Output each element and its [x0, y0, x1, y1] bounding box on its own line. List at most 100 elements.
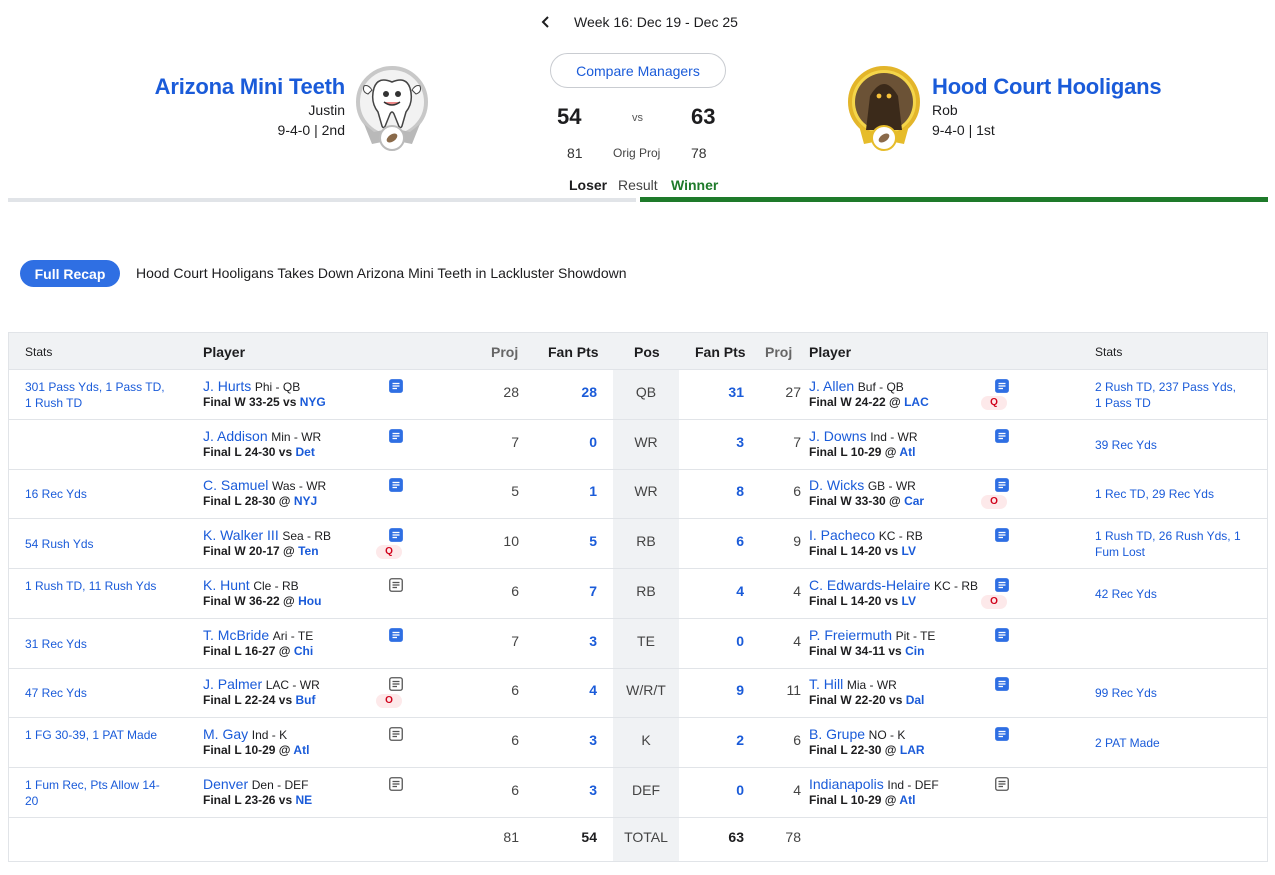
left-opponent[interactable]: Buf [295, 693, 316, 708]
right-player-name[interactable]: T. Hill [809, 676, 844, 693]
left-fan-pts[interactable]: 7 [589, 582, 597, 599]
right-player-name[interactable]: I. Pacheco [809, 527, 876, 544]
note-blue-icon[interactable] [995, 627, 1009, 642]
left-proj: 7 [511, 632, 519, 649]
right-stats[interactable]: 2 Rush TD, 237 Pass Yds, 1 Pass TD [1095, 380, 1236, 410]
note-blue-icon[interactable] [995, 677, 1009, 692]
left-fan-pts[interactable]: 3 [589, 731, 597, 748]
right-stats[interactable]: 39 Rec Yds [1095, 437, 1157, 452]
right-fan-pts[interactable]: 6 [736, 533, 744, 550]
header-pos: Pos [634, 344, 660, 360]
right-fan-pts[interactable]: 4 [736, 582, 744, 599]
right-stats[interactable]: 99 Rec Yds [1095, 686, 1157, 701]
right-opponent[interactable]: LAC [904, 395, 929, 409]
right-player-name[interactable]: C. Edwards-Helaire [809, 576, 931, 593]
left-stats[interactable]: 54 Rush Yds [25, 537, 94, 552]
left-opponent[interactable]: Ten [298, 544, 319, 559]
note-grey-icon[interactable] [389, 677, 403, 692]
right-opponent[interactable]: LAR [899, 742, 925, 757]
right-player-name[interactable]: D. Wicks [809, 477, 865, 494]
right-fan-pts[interactable]: 9 [736, 682, 744, 699]
note-blue-icon[interactable] [389, 478, 403, 493]
left-team-name[interactable]: Arizona Mini Teeth [154, 74, 346, 99]
note-grey-icon[interactable] [389, 776, 403, 791]
left-stats[interactable]: 1 Fum Rec, Pts Allow 14-20 [25, 777, 160, 808]
right-player-name[interactable]: Indianapolis [809, 775, 884, 792]
note-blue-icon[interactable] [389, 428, 403, 443]
left-opponent[interactable]: Hou [298, 593, 322, 608]
right-stats[interactable]: 1 Rec TD, 29 Rec Yds [1095, 487, 1214, 502]
right-player-name[interactable]: J. Downs [809, 427, 867, 444]
right-opponent[interactable]: Car [904, 494, 925, 509]
left-player-name[interactable]: K. Hunt [203, 576, 250, 593]
left-stats[interactable]: 16 Rec Yds [25, 487, 87, 502]
note-blue-icon[interactable] [389, 528, 403, 542]
left-player: K. Hunt Cle - RB Final W 36-22 @ Hou [203, 577, 321, 608]
left-opponent[interactable]: NYJ [293, 494, 318, 509]
left-player-name[interactable]: M. Gay [203, 725, 249, 742]
left-fan-pts[interactable]: 5 [589, 533, 597, 550]
right-fan-pts[interactable]: 2 [736, 731, 744, 748]
left-stats[interactable]: 47 Rec Yds [25, 686, 87, 701]
left-opponent[interactable]: NE [295, 792, 313, 807]
left-player-name[interactable]: K. Walker III [203, 527, 279, 544]
right-stats[interactable]: 1 Rush TD, 26 Rush Yds, 1 Fum Lost [1095, 529, 1241, 560]
left-opponent[interactable]: Chi [293, 643, 314, 658]
note-grey-icon[interactable] [995, 776, 1009, 791]
right-player-name[interactable]: J. Allen [809, 378, 855, 394]
left-player-name[interactable]: J. Addison [203, 427, 268, 444]
left-fan-pts[interactable]: 0 [589, 433, 597, 450]
left-player-name[interactable]: C. Samuel [203, 477, 269, 494]
compare-managers-button[interactable]: Compare Managers [550, 53, 726, 88]
right-player-name[interactable]: P. Freiermuth [809, 626, 892, 643]
left-fan-pts[interactable]: 3 [589, 632, 597, 649]
note-blue-icon[interactable] [995, 478, 1009, 493]
left-stats[interactable]: 301 Pass Yds, 1 Pass TD, 1 Rush TD [25, 380, 165, 410]
left-fan-pts[interactable]: 1 [589, 483, 597, 500]
note-grey-icon[interactable] [389, 726, 403, 741]
note-blue-icon[interactable] [389, 379, 403, 393]
right-opponent[interactable]: LV [901, 544, 916, 559]
note-blue-icon[interactable] [995, 379, 1009, 393]
note-blue-icon[interactable] [389, 627, 403, 642]
left-fan-pts[interactable]: 4 [589, 682, 597, 699]
right-player-name[interactable]: B. Grupe [809, 725, 866, 742]
right-fan-pts[interactable]: 31 [728, 384, 744, 400]
right-team-name[interactable]: Hood Court Hooligans [932, 74, 1162, 99]
left-fan-pts[interactable]: 3 [589, 781, 597, 798]
left-opponent[interactable]: Det [295, 444, 315, 459]
note-blue-icon[interactable] [995, 726, 1009, 741]
left-opponent[interactable]: Atl [293, 742, 310, 757]
right-opponent[interactable]: Dal [905, 693, 925, 708]
left-stats[interactable]: 1 FG 30-39, 1 PAT Made [25, 727, 158, 742]
left-player-name[interactable]: Denver [203, 775, 249, 792]
note-blue-icon[interactable] [995, 428, 1009, 443]
right-opponent[interactable]: Cin [905, 643, 925, 658]
full-recap-button[interactable]: Full Recap [20, 260, 120, 287]
right-fan-pts[interactable]: 0 [736, 632, 744, 649]
right-fan-pts[interactable]: 0 [736, 781, 744, 798]
total-label: TOTAL [624, 829, 668, 845]
right-opponent[interactable]: Atl [899, 444, 916, 459]
left-player-name[interactable]: T. McBride [203, 626, 270, 643]
left-opponent[interactable]: NYG [299, 395, 326, 409]
header-fanpts-left: Fan Pts [548, 344, 599, 360]
note-blue-icon[interactable] [995, 528, 1009, 542]
right-player-game: Final W 34-11 vs Cin [809, 643, 925, 658]
right-result: Winner [671, 177, 719, 193]
right-fan-pts[interactable]: 8 [736, 483, 744, 500]
right-stats[interactable]: 42 Rec Yds [1095, 586, 1157, 601]
left-fan-pts[interactable]: 28 [581, 384, 597, 400]
left-player-name[interactable]: J. Hurts [203, 378, 252, 394]
note-grey-icon[interactable] [389, 577, 403, 592]
left-stats[interactable]: 31 Rec Yds [25, 636, 87, 651]
note-blue-icon[interactable] [995, 577, 1009, 592]
left-player-name[interactable]: J. Palmer [203, 676, 263, 693]
right-stats[interactable]: 2 PAT Made [1095, 735, 1160, 750]
right-opponent[interactable]: Atl [899, 792, 916, 807]
left-stats[interactable]: 1 Rush TD, 11 Rush Yds [25, 578, 157, 593]
right-fan-pts[interactable]: 3 [736, 433, 744, 450]
right-opponent[interactable]: LV [901, 593, 916, 608]
right-player-game: Final W 24-22 @ LAC [809, 395, 929, 409]
chevron-left-icon[interactable] [540, 14, 552, 30]
